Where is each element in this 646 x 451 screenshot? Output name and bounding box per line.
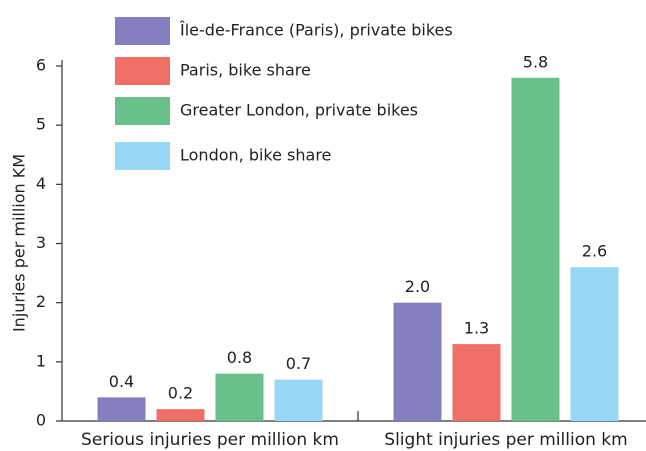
value-label: 2.6 bbox=[582, 242, 607, 261]
legend-label: Île-de-France (Paris), private bikes bbox=[179, 21, 453, 40]
bar bbox=[215, 373, 264, 421]
legend-swatch bbox=[115, 57, 170, 85]
y-tick-label: 4 bbox=[36, 174, 46, 193]
value-label: 0.4 bbox=[109, 372, 134, 391]
bar bbox=[393, 302, 442, 421]
bar bbox=[452, 344, 501, 421]
legend-label: London, bike share bbox=[180, 146, 331, 165]
x-tick-label: Serious injuries per million km bbox=[81, 430, 339, 450]
x-tick-label: Slight injuries per million km bbox=[384, 430, 627, 450]
legend-label: Paris, bike share bbox=[180, 61, 311, 80]
bar bbox=[511, 77, 560, 421]
y-tick-label: 2 bbox=[36, 292, 46, 311]
legend-swatch bbox=[115, 17, 170, 45]
legend-swatch bbox=[115, 97, 170, 125]
value-label: 0.7 bbox=[286, 354, 311, 373]
value-label: 2.0 bbox=[405, 277, 430, 296]
value-label: 5.8 bbox=[523, 52, 548, 71]
legend-label: Greater London, private bikes bbox=[180, 101, 418, 120]
bar bbox=[156, 409, 205, 421]
value-label: 0.2 bbox=[168, 384, 193, 403]
value-label: 1.3 bbox=[464, 319, 489, 338]
bar bbox=[274, 379, 323, 421]
y-tick-label: 6 bbox=[36, 56, 46, 75]
y-tick-label: 1 bbox=[36, 351, 46, 370]
value-label: 0.8 bbox=[227, 348, 252, 367]
legend-swatch bbox=[115, 142, 170, 170]
y-tick-label: 3 bbox=[36, 233, 46, 252]
y-tick-label: 0 bbox=[36, 411, 46, 430]
y-tick-label: 5 bbox=[36, 115, 46, 134]
bar bbox=[570, 267, 619, 421]
y-axis-label: Injuries per million KM bbox=[10, 154, 29, 332]
bar bbox=[97, 397, 146, 421]
